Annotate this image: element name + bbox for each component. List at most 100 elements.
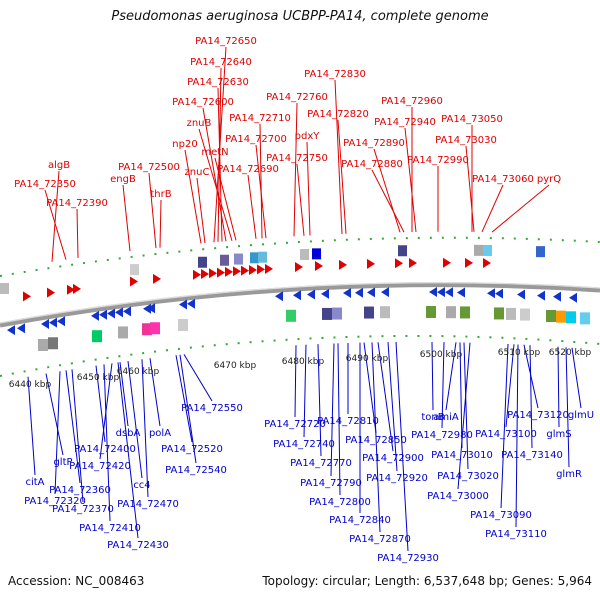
reverse-gene-arrow[interactable]	[367, 287, 375, 298]
gene-block[interactable]	[546, 310, 556, 323]
gene-block[interactable]	[536, 246, 545, 258]
gene-label-PA14_72630[interactable]: PA14_72630	[187, 77, 249, 88]
gene-label-znuC[interactable]: znuC	[185, 167, 210, 178]
forward-gene-arrow[interactable]	[153, 273, 161, 284]
gene-block[interactable]	[483, 244, 492, 256]
forward-gene-arrow[interactable]	[367, 258, 375, 269]
reverse-gene-arrow[interactable]	[49, 317, 57, 328]
gene-label-PA14_72470[interactable]: PA14_72470	[117, 499, 179, 510]
gene-block[interactable]	[0, 283, 9, 294]
gene-label-PA14_73020[interactable]: PA14_73020	[437, 471, 499, 482]
gene-label-PA14_72890[interactable]: PA14_72890	[343, 138, 405, 149]
forward-gene-arrow[interactable]	[193, 269, 201, 280]
reverse-gene-arrow[interactable]	[41, 318, 49, 329]
reverse-gene-arrow[interactable]	[107, 308, 115, 319]
gene-label-PA14_72880[interactable]: PA14_72880	[341, 159, 403, 170]
gene-label-PA14_72800[interactable]: PA14_72800	[309, 497, 371, 508]
gene-block[interactable]	[520, 308, 530, 321]
reverse-gene-arrow[interactable]	[143, 303, 151, 314]
forward-gene-arrow[interactable]	[395, 258, 403, 269]
reverse-gene-arrow[interactable]	[457, 287, 465, 298]
forward-gene-arrow[interactable]	[47, 287, 55, 298]
gene-label-glmU[interactable]: glmU	[568, 410, 594, 421]
gene-label-PA14_72980[interactable]: PA14_72980	[411, 430, 473, 441]
gene-label-citA[interactable]: citA	[25, 477, 44, 488]
gene-block[interactable]	[38, 338, 48, 351]
reverse-gene-arrow[interactable]	[553, 291, 561, 302]
gene-label-PA14_72640[interactable]: PA14_72640	[190, 57, 252, 68]
gene-block[interactable]	[580, 312, 590, 325]
gene-label-PA14_73100[interactable]: PA14_73100	[475, 429, 537, 440]
gene-label-PA14_73010[interactable]: PA14_73010	[431, 450, 493, 461]
gene-label-PA14_72320[interactable]: PA14_72320	[24, 496, 86, 507]
reverse-gene-arrow[interactable]	[321, 288, 329, 299]
forward-gene-arrow[interactable]	[465, 257, 473, 268]
gene-label-PA14_72760[interactable]: PA14_72760	[266, 92, 328, 103]
gene-block[interactable]	[312, 248, 321, 260]
gene-label-thrB[interactable]: thrB	[150, 189, 171, 200]
gene-label-dsbA[interactable]: dsbA	[116, 428, 141, 439]
reverse-gene-arrow[interactable]	[355, 287, 363, 298]
gene-label-PA14_72540[interactable]: PA14_72540	[165, 465, 227, 476]
reverse-gene-arrow[interactable]	[429, 287, 437, 298]
gene-label-PA14_72370[interactable]: PA14_72370	[52, 504, 114, 515]
gene-label-PA14_72420[interactable]: PA14_72420	[69, 461, 131, 472]
gene-block[interactable]	[150, 322, 160, 335]
gene-label-pyrQ[interactable]: pyrQ	[537, 174, 561, 185]
gene-label-PA14_73050[interactable]: PA14_73050	[441, 114, 503, 125]
gene-block[interactable]	[142, 323, 152, 336]
gene-block[interactable]	[178, 318, 188, 331]
forward-gene-arrow[interactable]	[225, 266, 233, 277]
reverse-gene-arrow[interactable]	[99, 309, 107, 320]
forward-gene-arrow[interactable]	[130, 276, 138, 287]
gene-label-PA14_72390[interactable]: PA14_72390	[46, 198, 108, 209]
gene-block[interactable]	[566, 311, 576, 324]
forward-gene-arrow[interactable]	[315, 260, 323, 271]
forward-gene-arrow[interactable]	[265, 263, 273, 274]
gene-label-PA14_72600[interactable]: PA14_72600	[172, 97, 234, 108]
forward-gene-arrow[interactable]	[483, 258, 491, 269]
gene-label-PA14_72410[interactable]: PA14_72410	[79, 523, 141, 534]
gene-label-PA14_72500[interactable]: PA14_72500	[118, 162, 180, 173]
gene-label-algB[interactable]: algB	[48, 160, 70, 171]
gene-label-PA14_73000[interactable]: PA14_73000	[427, 491, 489, 502]
gene-block[interactable]	[380, 306, 390, 319]
gene-block[interactable]	[118, 326, 128, 339]
gene-label-PA14_72750[interactable]: PA14_72750	[266, 153, 328, 164]
reverse-gene-arrow[interactable]	[517, 289, 525, 300]
gene-block[interactable]	[556, 310, 566, 323]
gene-label-PA14_73110[interactable]: PA14_73110	[485, 529, 547, 540]
forward-gene-arrow[interactable]	[295, 262, 303, 272]
gene-label-amiA[interactable]: amiA	[433, 412, 459, 423]
gene-label-PA14_72720[interactable]: PA14_72720	[264, 419, 326, 430]
gene-label-PA14_72690[interactable]: PA14_72690	[217, 164, 279, 175]
gene-block[interactable]	[398, 245, 407, 257]
gene-label-engB[interactable]: engB	[110, 174, 136, 185]
gene-label-glmR[interactable]: glmR	[556, 469, 582, 480]
gene-label-gltP[interactable]: gltP	[53, 457, 72, 468]
reverse-gene-arrow[interactable]	[487, 288, 495, 299]
gene-label-PA14_72400[interactable]: PA14_72400	[74, 444, 136, 455]
reverse-gene-arrow[interactable]	[381, 287, 389, 298]
gene-block[interactable]	[460, 306, 470, 319]
gene-label-PA14_72360[interactable]: PA14_72360	[49, 485, 111, 496]
gene-block[interactable]	[48, 337, 58, 350]
reverse-gene-arrow[interactable]	[115, 307, 123, 318]
reverse-gene-arrow[interactable]	[7, 325, 15, 336]
gene-label-pdxY[interactable]: pdxY	[295, 131, 321, 142]
forward-gene-arrow[interactable]	[67, 284, 75, 295]
gene-block[interactable]	[220, 254, 229, 266]
gene-label-PA14_72960[interactable]: PA14_72960	[381, 96, 443, 107]
reverse-gene-arrow[interactable]	[445, 287, 453, 298]
gene-block[interactable]	[250, 252, 259, 264]
gene-label-tonB[interactable]: tonB	[421, 412, 444, 423]
forward-gene-arrow[interactable]	[233, 266, 241, 277]
gene-label-PA14_73060[interactable]: PA14_73060	[472, 174, 534, 185]
gene-label-glmS[interactable]: glmS	[546, 429, 571, 440]
reverse-gene-arrow[interactable]	[293, 290, 301, 301]
reverse-gene-arrow[interactable]	[147, 303, 155, 314]
gene-label-cc4[interactable]: cc4	[133, 480, 150, 491]
reverse-gene-arrow[interactable]	[187, 298, 195, 309]
gene-label-PA14_72740[interactable]: PA14_72740	[273, 439, 335, 450]
gene-label-PA14_72940[interactable]: PA14_72940	[374, 117, 436, 128]
